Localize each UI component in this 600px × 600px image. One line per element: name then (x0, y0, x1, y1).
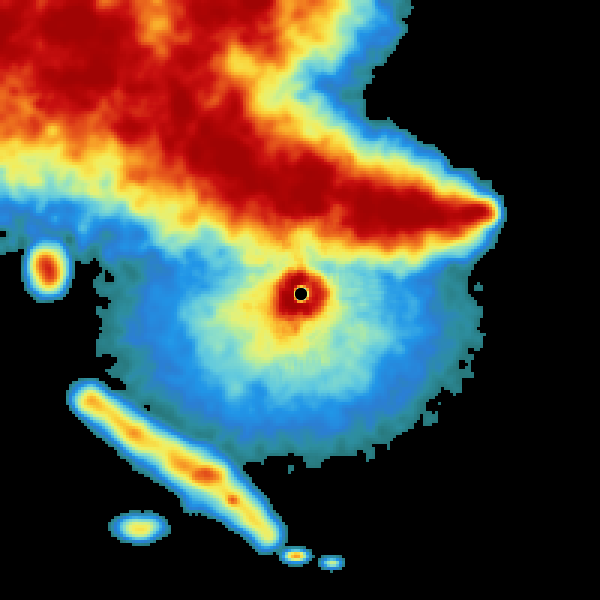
radar-reflectivity-canvas[interactable] (0, 0, 600, 600)
radar-reflectivity-view[interactable]: Base Reflectivity dBZ Plan-position rada… (0, 0, 600, 600)
